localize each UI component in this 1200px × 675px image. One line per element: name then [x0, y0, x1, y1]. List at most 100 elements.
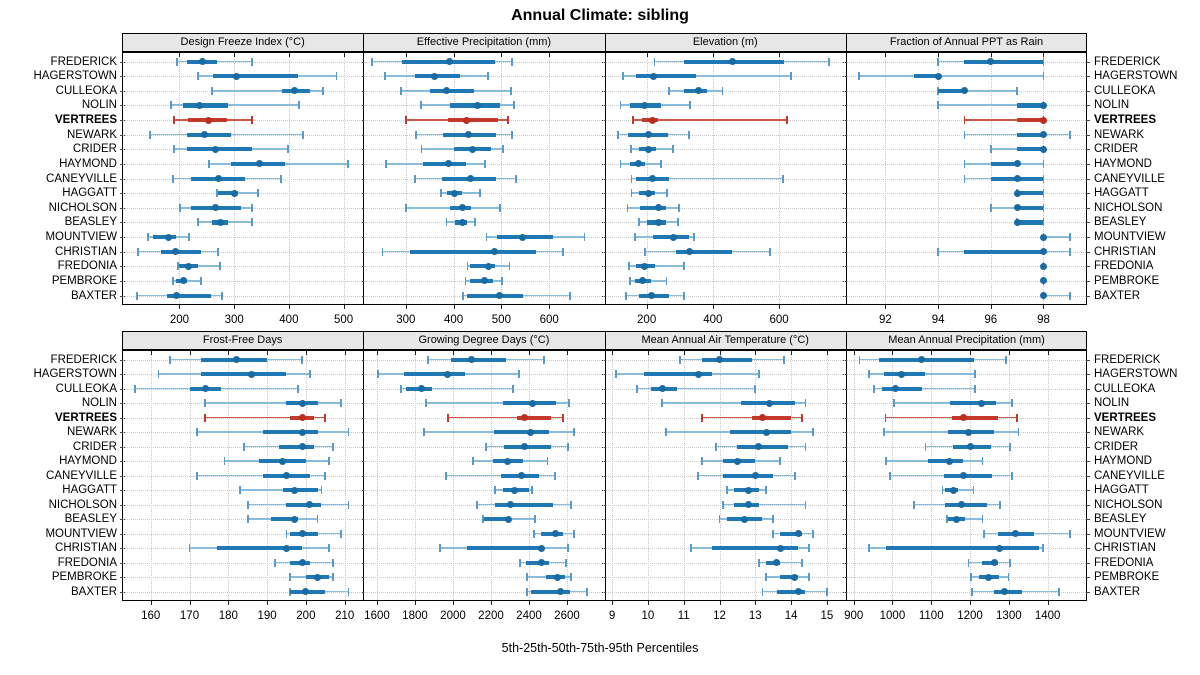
gridline-horizontal: [123, 266, 363, 268]
whisker-cap-high: [779, 457, 782, 465]
whisker-cap-low: [616, 130, 619, 139]
whisker-cap-low: [439, 544, 442, 552]
whisker-cap-high: [308, 370, 311, 378]
whisker-cap-low: [447, 413, 450, 422]
row-axis-tick: [119, 207, 125, 209]
whisker-cap-high: [507, 116, 509, 124]
median-dot: [505, 515, 513, 523]
row-axis-tick: [1084, 490, 1090, 491]
iqr-box: [429, 88, 474, 93]
percentile-whisker: [662, 402, 806, 404]
site-label-left: CULLEOKA: [55, 382, 117, 395]
whisker-cap-low: [718, 515, 721, 523]
whisker-cap-low: [679, 355, 682, 364]
axis-tick-label: 11: [677, 610, 690, 622]
median-dot: [1013, 218, 1021, 226]
axis-tick-bottom: [179, 305, 181, 309]
row-axis-tick: [843, 504, 849, 506]
gridline-horizontal: [605, 90, 845, 92]
row-axis-tick: [1084, 134, 1090, 136]
whisker-cap-low: [211, 86, 214, 95]
median-dot: [172, 248, 180, 256]
median-dot: [647, 292, 655, 299]
whisker-cap-high: [339, 529, 342, 538]
axis-tick-bottom: [414, 601, 416, 605]
whisker-cap-low: [414, 130, 417, 139]
gridline-horizontal: [846, 591, 1087, 593]
median-dot: [481, 277, 489, 285]
whisker-cap-high: [543, 355, 546, 364]
whisker-cap-low: [425, 399, 427, 407]
median-dot: [762, 428, 770, 436]
gridline-horizontal: [846, 222, 1087, 224]
whisker-cap-low: [400, 384, 402, 393]
axis-tick-label: 500: [491, 314, 511, 326]
gridline-horizontal: [123, 577, 363, 578]
iqr-box: [484, 517, 511, 522]
whisker-cap-high: [811, 428, 814, 436]
row-axis-tick: [1084, 504, 1090, 506]
whisker-cap-high: [693, 233, 696, 241]
row-axis-tick: [1084, 461, 1090, 462]
median-dot: [443, 87, 451, 95]
whisker-cap-low: [772, 529, 775, 538]
axis-tick-top: [931, 351, 933, 355]
gridline-horizontal: [364, 193, 604, 195]
whisker-cap-low: [664, 428, 667, 436]
percentile-whisker: [873, 387, 976, 390]
site-label-left: HAGERSTOWN: [33, 368, 118, 380]
whisker-cap-low: [889, 471, 892, 480]
axis-tick-top: [405, 53, 407, 57]
row-axis-tick: [602, 577, 608, 578]
median-dot: [256, 160, 264, 168]
iqr-box: [517, 415, 551, 420]
axis-tick-bottom: [490, 601, 492, 605]
whisker-cap-high: [804, 399, 807, 407]
site-label-right: CANEYVILLE: [1094, 469, 1165, 482]
site-label-right: FREDONIA: [1094, 556, 1154, 569]
whisker-cap-high: [800, 558, 803, 567]
row-axis-tick: [602, 591, 608, 593]
whisker-cap-high: [473, 218, 476, 227]
whisker-cap-high: [800, 413, 803, 422]
site-label-left: HAGERSTOWN: [33, 70, 118, 83]
row-axis-tick: [360, 178, 366, 180]
axis-tick-top: [267, 351, 269, 355]
axis-tick-bottom: [1043, 305, 1045, 309]
site-label-right: NOLIN: [1094, 99, 1130, 112]
iqr-box: [938, 88, 965, 93]
panel-header: Fraction of Annual PPT as Rain: [889, 36, 1044, 48]
panel-header: Frost-Free Days: [202, 333, 283, 346]
whisker-cap-low: [667, 86, 670, 95]
median-dot: [510, 486, 518, 494]
percentile-whisker: [426, 402, 570, 404]
gridline-horizontal: [605, 533, 845, 535]
median-dot: [444, 370, 452, 378]
median-dot: [467, 175, 475, 182]
whisker-cap-low: [381, 247, 384, 256]
row-axis-tick: [360, 403, 366, 404]
axis-tick-top: [779, 53, 781, 57]
whisker-cap-low: [715, 442, 717, 451]
gridline-horizontal: [605, 280, 845, 282]
whisker-cap-high: [565, 558, 567, 567]
axis-tick-bottom: [305, 601, 307, 605]
panel-header: Mean Annual Air Temperature (°C): [641, 333, 809, 346]
whisker-cap-low: [937, 86, 939, 95]
percentile-whisker: [1043, 294, 1070, 297]
row-axis-tick: [119, 403, 125, 404]
axis-tick-top: [452, 351, 454, 355]
whisker-cap-high: [499, 203, 501, 212]
gridline-horizontal: [605, 163, 845, 165]
row-axis-tick: [119, 280, 125, 282]
gridline-horizontal: [605, 237, 845, 238]
whisker-cap-high: [221, 291, 224, 300]
whisker-cap-high: [772, 515, 775, 523]
whisker-cap-high: [583, 233, 586, 241]
axis-tick-top: [566, 351, 568, 355]
whisker-cap-low: [481, 515, 484, 523]
whisker-cap-low: [700, 457, 703, 465]
row-axis-tick: [843, 222, 849, 224]
median-dot: [552, 530, 560, 537]
row-axis-tick: [602, 533, 608, 535]
